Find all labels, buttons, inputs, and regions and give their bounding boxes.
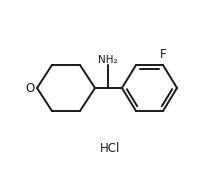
Text: NH₂: NH₂ xyxy=(98,55,118,65)
Text: F: F xyxy=(160,48,166,61)
Text: O: O xyxy=(25,81,35,94)
Text: HCl: HCl xyxy=(100,142,120,154)
